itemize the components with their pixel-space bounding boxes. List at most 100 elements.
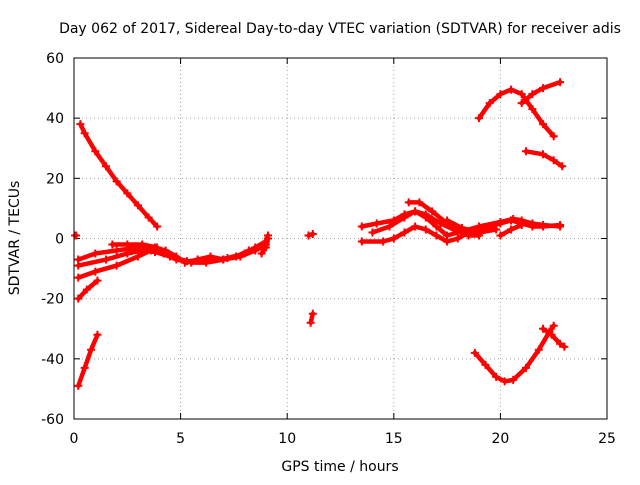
data-point xyxy=(443,216,452,225)
data-traces xyxy=(71,78,569,390)
data-point xyxy=(411,207,420,216)
data-point xyxy=(549,132,558,141)
data-point xyxy=(153,222,162,231)
data-segment-20 xyxy=(470,321,558,386)
data-point xyxy=(357,237,366,246)
data-point xyxy=(91,249,100,258)
data-point xyxy=(432,231,441,240)
data-point xyxy=(144,213,153,222)
data-point xyxy=(560,342,569,351)
data-point xyxy=(80,129,89,138)
data-point xyxy=(74,381,83,390)
data-point xyxy=(112,246,121,255)
data-point xyxy=(165,252,174,261)
data-point xyxy=(507,225,516,234)
x-tick-label: 0 xyxy=(70,431,79,447)
y-tick-label: 20 xyxy=(46,171,64,187)
data-segment-21 xyxy=(539,324,569,351)
data-trace xyxy=(444,218,499,235)
data-point xyxy=(496,90,505,99)
data-point xyxy=(93,330,102,339)
data-segment-16 xyxy=(496,220,526,240)
y-tick-label: -20 xyxy=(41,292,64,308)
data-point xyxy=(539,84,548,93)
data-point xyxy=(556,222,565,231)
x-tick-label: 5 xyxy=(176,431,185,447)
data-point xyxy=(389,234,398,243)
data-point xyxy=(534,345,543,354)
data-point xyxy=(80,363,89,372)
data-point xyxy=(547,330,556,339)
x-tick-label: 20 xyxy=(491,431,509,447)
data-point xyxy=(558,162,567,171)
data-segment-18 xyxy=(517,78,565,108)
data-point xyxy=(500,377,509,386)
data-point xyxy=(379,237,388,246)
data-point xyxy=(112,261,121,270)
data-trace xyxy=(76,332,100,389)
data-point xyxy=(507,85,516,94)
data-point xyxy=(400,228,409,237)
data-point xyxy=(492,225,501,234)
data-point xyxy=(481,360,490,369)
data-point xyxy=(556,339,565,348)
data-point xyxy=(223,254,232,263)
data-point xyxy=(182,257,191,266)
data-point xyxy=(411,222,420,231)
data-point xyxy=(306,318,315,327)
data-point xyxy=(528,105,537,114)
data-point xyxy=(539,324,548,333)
x-axis-label: GPS time / hours xyxy=(281,459,398,475)
data-point xyxy=(123,189,132,198)
data-point xyxy=(372,219,381,228)
data-point xyxy=(202,257,211,266)
data-segment-7 xyxy=(74,276,102,303)
data-point xyxy=(485,99,494,108)
data-point xyxy=(415,198,424,207)
x-tick-label: 10 xyxy=(278,431,296,447)
grid-lines xyxy=(74,58,607,419)
data-point xyxy=(475,114,484,123)
y-tick-label: 0 xyxy=(55,232,64,248)
data-point xyxy=(133,252,142,261)
data-point xyxy=(556,78,565,87)
data-point xyxy=(400,213,409,222)
data-point xyxy=(539,120,548,129)
data-point xyxy=(421,225,430,234)
data-point xyxy=(470,348,479,357)
data-point xyxy=(517,90,526,99)
y-tick-label: -60 xyxy=(41,412,64,428)
data-segment-10 xyxy=(306,309,317,327)
data-point xyxy=(421,210,430,219)
data-point xyxy=(432,222,441,231)
data-trace xyxy=(519,79,563,106)
data-point xyxy=(509,375,518,384)
data-point xyxy=(528,219,537,228)
data-point xyxy=(74,294,83,303)
y-tick-label: 60 xyxy=(46,51,64,67)
data-point xyxy=(496,231,505,240)
axis-ticks: 0 5 10 15 20 25 -60 -40 -20 0 20 40 60 xyxy=(41,51,616,447)
data-point xyxy=(308,309,317,318)
data-segment-4 xyxy=(74,231,273,270)
data-trace xyxy=(523,149,565,169)
data-point xyxy=(549,321,558,330)
data-point xyxy=(385,222,394,231)
data-point xyxy=(428,207,437,216)
data-segment-15 xyxy=(443,216,501,237)
data-point xyxy=(133,201,142,210)
data-point xyxy=(458,223,467,232)
data-segment-9 xyxy=(304,229,317,240)
data-segment-5 xyxy=(108,240,162,252)
data-point xyxy=(549,156,558,165)
data-point xyxy=(261,243,270,252)
data-point xyxy=(123,240,132,249)
data-point xyxy=(357,222,366,231)
data-point xyxy=(528,90,537,99)
data-trace xyxy=(472,323,556,384)
data-point xyxy=(101,162,110,171)
data-point xyxy=(91,147,100,156)
data-point xyxy=(496,217,505,226)
